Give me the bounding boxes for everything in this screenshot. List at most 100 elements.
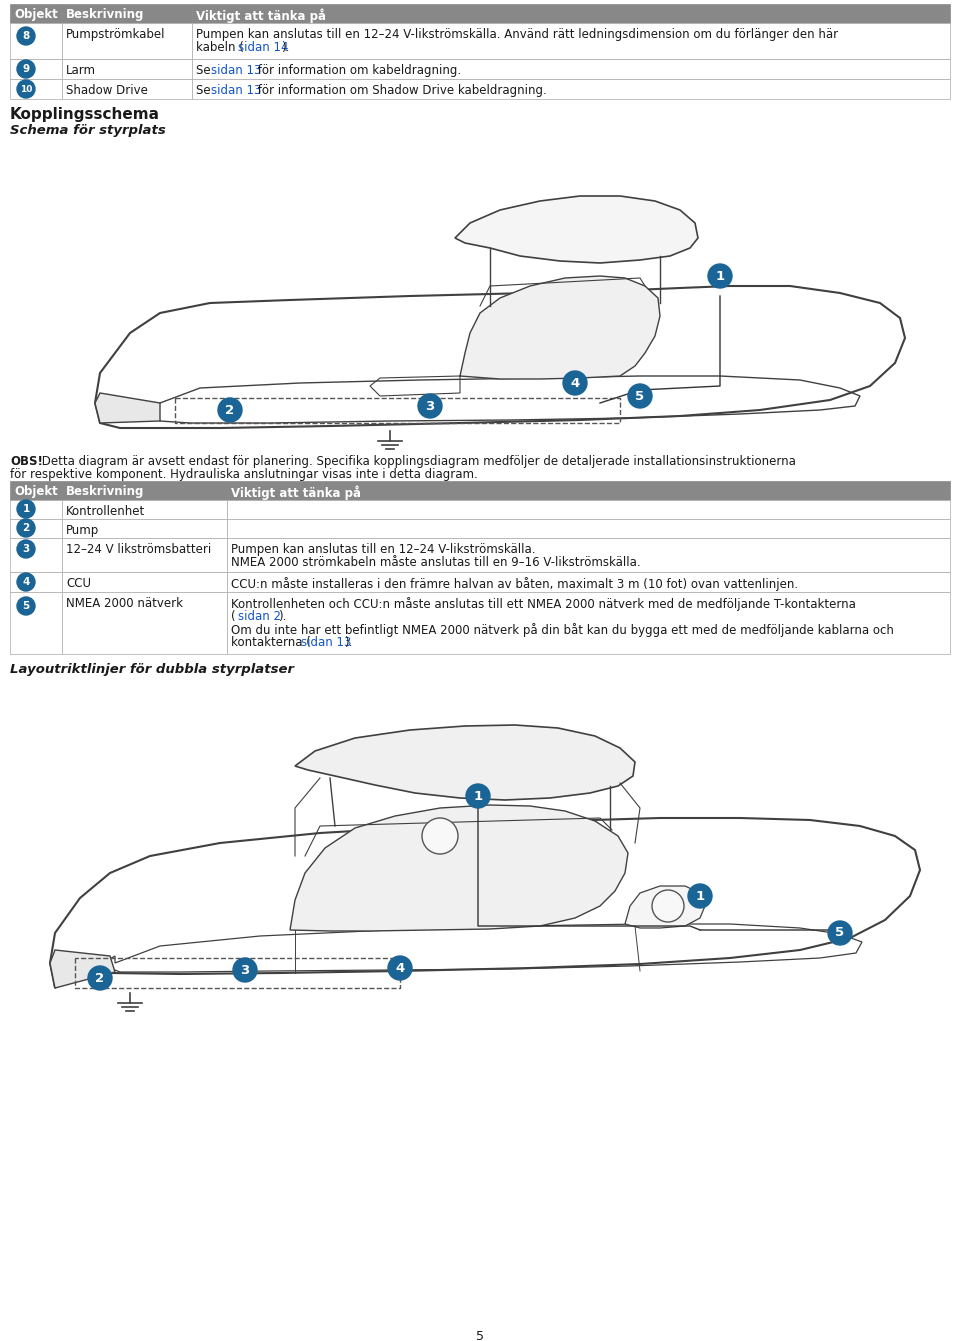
Text: NMEA 2000 nätverk: NMEA 2000 nätverk [66, 597, 183, 610]
Polygon shape [455, 196, 698, 263]
Bar [192, 4, 950, 23]
Text: 9: 9 [22, 64, 30, 74]
Circle shape [233, 957, 257, 982]
Circle shape [88, 966, 112, 990]
Circle shape [418, 394, 442, 418]
Bar [227, 519, 950, 538]
Text: 5: 5 [476, 1330, 484, 1341]
Circle shape [17, 60, 35, 78]
Text: Layoutriktlinjer för dubbla styrplatser: Layoutriktlinjer för dubbla styrplatser [10, 662, 294, 676]
Text: Beskrivning: Beskrivning [66, 8, 144, 21]
Bar [227, 538, 950, 573]
Text: för information om Shadow Drive kabeldragning.: för information om Shadow Drive kabeldra… [254, 84, 547, 97]
Circle shape [563, 371, 587, 396]
Bar [62, 481, 227, 500]
Text: 4: 4 [570, 377, 580, 389]
Text: sidan 13: sidan 13 [211, 84, 261, 97]
Text: 3: 3 [425, 400, 435, 413]
Text: Pumpströmkabel: Pumpströmkabel [66, 28, 165, 42]
Text: sidan 13: sidan 13 [211, 64, 261, 76]
Bar [62, 4, 192, 23]
Circle shape [828, 921, 852, 945]
Text: ).: ). [278, 610, 286, 624]
Text: Viktigt att tänka på: Viktigt att tänka på [196, 8, 326, 23]
Text: 10: 10 [20, 84, 33, 94]
Text: 2: 2 [226, 404, 234, 417]
Text: CCU: CCU [66, 577, 91, 590]
Text: 1: 1 [473, 790, 483, 802]
Circle shape [17, 519, 35, 536]
Bar [227, 481, 950, 500]
Bar [227, 573, 950, 591]
Text: 5: 5 [835, 927, 845, 940]
Bar [10, 4, 62, 23]
Polygon shape [95, 393, 160, 422]
Bar [62, 591, 227, 654]
Text: Kontrollenhet: Kontrollenhet [66, 506, 145, 518]
Text: Schema för styrplats: Schema för styrplats [10, 123, 166, 137]
Text: NMEA 2000 strömkabeln måste anslutas till en 9–16 V-likströmskälla.: NMEA 2000 strömkabeln måste anslutas til… [231, 557, 640, 569]
Bar [10, 79, 62, 99]
Text: (: ( [231, 610, 235, 624]
Text: för information om kabeldragning.: för information om kabeldragning. [254, 64, 461, 76]
Text: 1: 1 [22, 504, 30, 514]
Text: OBS!: OBS! [10, 455, 43, 468]
Text: 1: 1 [715, 270, 725, 283]
Bar [10, 59, 62, 79]
Text: Objekt: Objekt [14, 8, 58, 21]
Bar [10, 573, 62, 591]
Bar [62, 79, 192, 99]
Text: för respektive komponent. Hydrauliska anslutningar visas inte i detta diagram.: för respektive komponent. Hydrauliska an… [10, 468, 478, 481]
Bar [10, 481, 62, 500]
Text: 5: 5 [22, 601, 30, 611]
Text: Pumpen kan anslutas till en 12–24 V-likströmskälla. Använd rätt ledningsdimensio: Pumpen kan anslutas till en 12–24 V-liks… [196, 28, 838, 42]
Bar [192, 23, 950, 59]
Text: sidan 13: sidan 13 [301, 636, 351, 649]
Text: Beskrivning: Beskrivning [66, 485, 144, 498]
Polygon shape [295, 725, 635, 801]
Text: 8: 8 [22, 31, 30, 42]
Text: Pump: Pump [66, 524, 99, 536]
Circle shape [218, 398, 242, 422]
Text: Se: Se [196, 64, 214, 76]
Bar [227, 500, 950, 519]
Text: 1: 1 [695, 889, 705, 902]
Circle shape [628, 384, 652, 408]
Circle shape [17, 80, 35, 98]
Circle shape [17, 540, 35, 558]
Polygon shape [625, 886, 705, 928]
Text: sidan 2: sidan 2 [238, 610, 281, 624]
Circle shape [388, 956, 412, 980]
Text: 2: 2 [22, 523, 30, 532]
Circle shape [17, 27, 35, 46]
Text: Detta diagram är avsett endast för planering. Specifika kopplingsdiagram medfölj: Detta diagram är avsett endast för plane… [38, 455, 796, 468]
Bar [10, 591, 62, 654]
Text: 12–24 V likströmsbatteri: 12–24 V likströmsbatteri [66, 543, 211, 557]
Circle shape [17, 500, 35, 518]
Text: Objekt: Objekt [14, 485, 58, 498]
Circle shape [17, 573, 35, 591]
Bar [192, 79, 950, 99]
Text: Se: Se [196, 84, 214, 97]
Text: 5: 5 [636, 389, 644, 402]
Text: Shadow Drive: Shadow Drive [66, 84, 148, 97]
Bar [10, 519, 62, 538]
Bar [10, 500, 62, 519]
Text: kontakterna (: kontakterna ( [231, 636, 311, 649]
Text: 4: 4 [396, 961, 404, 975]
Circle shape [688, 884, 712, 908]
Text: Kopplingsschema: Kopplingsschema [10, 107, 160, 122]
Text: Larm: Larm [66, 64, 96, 76]
Polygon shape [290, 805, 628, 931]
Bar [227, 591, 950, 654]
Text: 4: 4 [22, 577, 30, 587]
Bar [62, 500, 227, 519]
Text: Om du inte har ett befintligt NMEA 2000 nätverk på din båt kan du bygga ett med : Om du inte har ett befintligt NMEA 2000 … [231, 624, 894, 637]
Circle shape [708, 264, 732, 288]
Text: CCU:n måste installeras i den främre halvan av båten, maximalt 3 m (10 fot) ovan: CCU:n måste installeras i den främre hal… [231, 577, 798, 591]
Polygon shape [50, 949, 115, 988]
Text: Pumpen kan anslutas till en 12–24 V-likströmskälla.: Pumpen kan anslutas till en 12–24 V-liks… [231, 543, 536, 557]
Bar [62, 573, 227, 591]
Text: Kontrollenheten och CCU:n måste anslutas till ett NMEA 2000 nätverk med de medfö: Kontrollenheten och CCU:n måste anslutas… [231, 597, 856, 611]
Text: sidan 14: sidan 14 [238, 42, 289, 54]
